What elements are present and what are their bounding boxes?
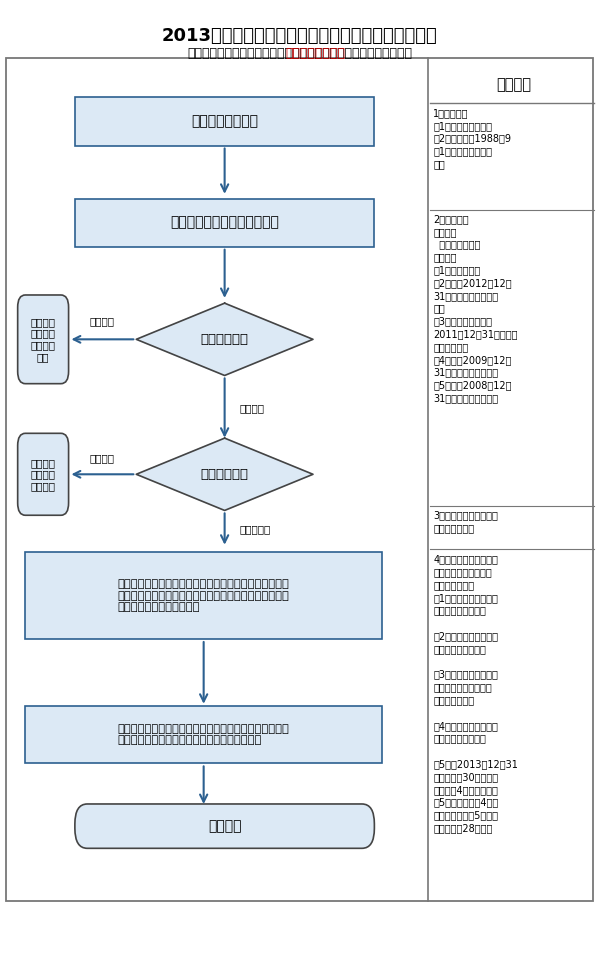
Polygon shape xyxy=(137,438,313,511)
Text: 未发生变更: 未发生变更 xyxy=(240,524,271,534)
Text: 确认个人信息: 确认个人信息 xyxy=(201,468,249,481)
Text: （持陕西省会计从业资格证书参加过上年度考试的考生报考流程图）: （持陕西省会计从业资格证书参加过上年度考试的考生报考流程图） xyxy=(187,47,412,60)
Polygon shape xyxy=(137,303,313,375)
Text: 3、所有中级考生都必须
要有工作单位。: 3、所有中级考生都必须 要有工作单位。 xyxy=(433,510,498,533)
Text: 报名结束: 报名结束 xyxy=(208,819,241,833)
Text: 所持证书分类: 所持证书分类 xyxy=(201,333,249,346)
Text: 申请进行
证书基本
信息变更: 申请进行 证书基本 信息变更 xyxy=(31,458,56,491)
Text: 考生进行网上交费（未在指定时间内进行网上交费的考生
将无法取得报考资格），网上打印《陕西省会计专业技术
资格考试网上交费单据》。: 考生进行网上交费（未在指定时间内进行网上交费的考生 将无法取得报考资格），网上打… xyxy=(118,579,289,612)
FancyBboxPatch shape xyxy=(75,804,374,848)
Text: 2、毕业日期
初级考生
  高中以上学历。
中级考生
（1）博士不限；
（2）硕士2012年12月
31日后毕业不能报考中
级；
（3）研究生和双学位
2011: 2、毕业日期 初级考生 高中以上学历。 中级考生 （1）博士不限； （2）硕士2… xyxy=(433,214,518,403)
Text: 4、持陕西省从业证书报
考中级的考生必须具备
下列条件之一：
（1）取得专科学历，从
事会计工作满五年；

（2）取得本科学历，从
事会计工作满四年；

（3）: 4、持陕西省从业证书报 考中级的考生必须具备 下列条件之一： （1）取得专科学历… xyxy=(433,554,518,833)
Text: 2013年陕西省会计专业技术资格考试网上报名流程图: 2013年陕西省会计专业技术资格考试网上报名流程图 xyxy=(162,27,437,45)
Text: 参加过上年度考试: 参加过上年度考试 xyxy=(286,47,346,60)
FancyBboxPatch shape xyxy=(75,199,374,247)
Text: 发生变更: 发生变更 xyxy=(90,453,115,463)
Text: 选择考区、报名点及报考级别: 选择考区、报名点及报考级别 xyxy=(170,216,279,229)
Text: 1、出生日期
（1）初级考生不限；
（2）中级考生1988年9
月1日之后出生不能报
考。: 1、出生日期 （1）初级考生不限； （2）中级考生1988年9 月1日之后出生不… xyxy=(433,108,511,169)
Text: 报考条件: 报考条件 xyxy=(496,77,531,93)
Text: 旧版证书: 旧版证书 xyxy=(90,316,115,326)
FancyBboxPatch shape xyxy=(17,434,68,515)
FancyBboxPatch shape xyxy=(75,97,374,146)
FancyBboxPatch shape xyxy=(26,706,382,763)
Text: 新版证书: 新版证书 xyxy=(240,403,265,413)
FancyBboxPatch shape xyxy=(26,552,382,639)
FancyBboxPatch shape xyxy=(17,295,68,384)
Text: 申请换发
新版会计
从业资格
证书: 申请换发 新版会计 从业资格 证书 xyxy=(31,317,56,362)
Text: 如需报销凭据，持《陕西省会计专业技术资格考试网上交
费单据》在指定时间内到选定的报名地点领取。: 如需报销凭据，持《陕西省会计专业技术资格考试网上交 费单据》在指定时间内到选定的… xyxy=(118,724,289,745)
Text: 阅读网上报名须知: 阅读网上报名须知 xyxy=(191,115,258,128)
Text: （持陕西省会计从业资格证书参加过上年度考试的考生报考流程图）: （持陕西省会计从业资格证书参加过上年度考试的考生报考流程图） xyxy=(187,47,412,60)
FancyBboxPatch shape xyxy=(6,58,593,901)
